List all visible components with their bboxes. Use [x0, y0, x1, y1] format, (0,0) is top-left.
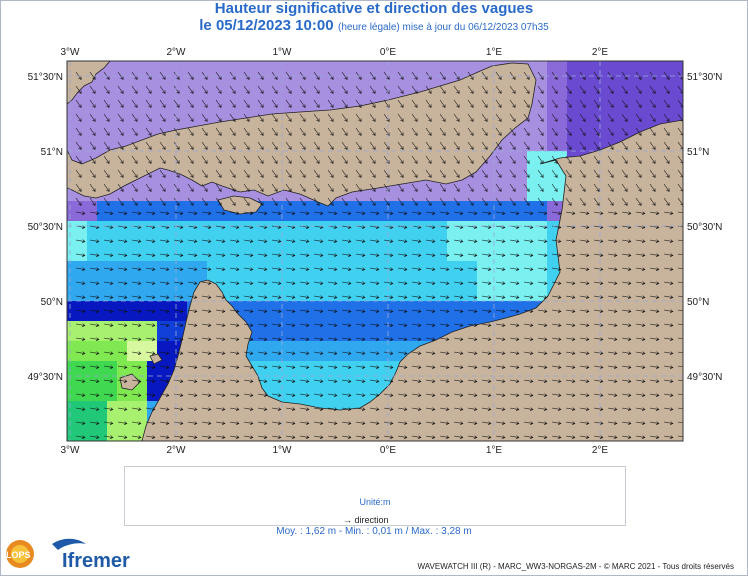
stats-line: Moy. : 1,62 m - Min. : 0,01 m / Max. : 3…	[276, 526, 472, 537]
lat-tick-right: 49°30'N	[687, 372, 722, 383]
map-title: Hauteur significative et direction des v…	[214, 0, 534, 17]
graticule	[67, 61, 683, 441]
lon-tick-bottom: 2°E	[592, 445, 609, 456]
lat-tick-left: 51°N	[41, 147, 63, 158]
ifremer-logo-text: Ifremer	[62, 550, 130, 572]
direction-arrow-icon: →	[343, 515, 352, 525]
lon-tick-top: 1°W	[273, 47, 293, 58]
footer-credits: WAVEWATCH III (R) - MARC_WW3-NORGAS-2M -…	[417, 562, 734, 571]
ifremer-swoosh-icon	[52, 538, 86, 550]
lat-tick-right: 51°N	[687, 147, 709, 158]
land-channel-islands	[119, 373, 141, 391]
lon-tick-top: 2°W	[167, 47, 187, 58]
lon-tick-bottom: 1°E	[486, 445, 503, 456]
map-datetime: le 05/12/2023 10:00	[199, 17, 334, 34]
lon-tick-top: 0°E	[380, 47, 397, 58]
land-masses	[67, 61, 683, 441]
logos: LOPS	[0, 532, 140, 581]
lon-tick-bottom: 3°W	[61, 445, 81, 456]
lon-tick-bottom: 0°E	[380, 445, 397, 456]
lops-logo: LOPS	[6, 538, 86, 568]
lat-tick-left: 51°30'N	[28, 72, 63, 83]
land-channel-islands-small	[149, 353, 163, 365]
map-update-note: (heure légale) mise à jour du 06/12/2023…	[338, 22, 549, 33]
lat-tick-left: 50°30'N	[28, 222, 63, 233]
direction-legend: → direction	[343, 515, 389, 525]
lon-tick-top: 1°E	[486, 47, 503, 58]
lat-tick-right: 51°30'N	[687, 72, 722, 83]
lon-tick-bottom: 1°W	[273, 445, 293, 456]
direction-label: direction	[354, 515, 389, 525]
legend-box: Unité:m	[124, 466, 626, 526]
map-subtitle: le 05/12/2023 10:00 (heure légale) mise …	[0, 17, 748, 37]
lat-tick-left: 50°N	[41, 297, 63, 308]
lat-tick-right: 50°30'N	[687, 222, 722, 233]
land-kent	[67, 62, 537, 207]
legend-unit: Unité:m	[359, 497, 391, 507]
lat-tick-right: 50°N	[687, 297, 709, 308]
land-isle-of-wight	[217, 195, 263, 215]
axis-ticks: 3°W 3°W 2°W 2°W 1°W 1°W 0°E 0°E 1°E 1°E 2°E 2°E 51°3…	[28, 47, 723, 456]
lon-tick-top: 2°E	[592, 47, 609, 58]
land-top-left	[67, 61, 111, 105]
lon-tick-top: 3°W	[61, 47, 81, 58]
map-border	[66, 60, 684, 442]
lops-text: LOPS	[6, 550, 31, 560]
lon-tick-bottom: 2°W	[167, 445, 187, 456]
lat-tick-left: 49°30'N	[28, 372, 63, 383]
land-france-north	[141, 119, 683, 441]
